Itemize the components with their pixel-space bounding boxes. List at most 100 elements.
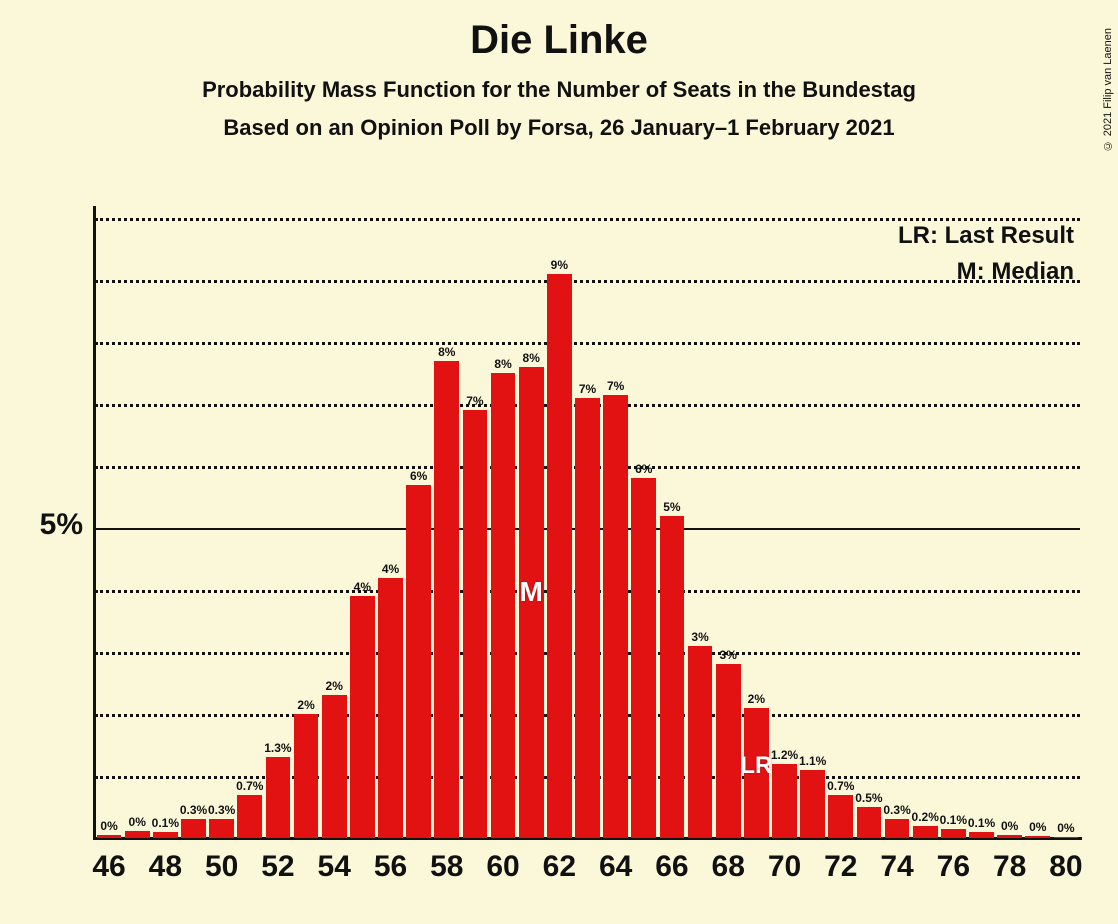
bar (1025, 836, 1050, 838)
x-tick-label: 46 (92, 850, 125, 884)
bar (378, 578, 403, 838)
bar-value-label: 0.1% (968, 816, 995, 830)
bar (294, 714, 319, 838)
x-tick-label: 66 (655, 850, 688, 884)
bar-value-label: 0% (1057, 821, 1074, 835)
bar (857, 807, 882, 838)
x-tick-label: 70 (768, 850, 801, 884)
bar (885, 819, 910, 838)
y-axis (93, 206, 96, 838)
bar-value-label: 0.3% (208, 803, 235, 817)
last-result-marker: LR (740, 752, 772, 780)
bar (997, 835, 1022, 838)
bar (322, 695, 347, 838)
median-marker: M (520, 576, 543, 608)
bar-value-label: 1.2% (771, 748, 798, 762)
subtitle-line-1: Probability Mass Function for the Number… (0, 77, 1118, 103)
x-tick-label: 80 (1049, 850, 1082, 884)
gridline (95, 218, 1080, 221)
x-tick-label: 50 (205, 850, 238, 884)
x-tick-label: 68 (712, 850, 745, 884)
bar-value-label: 0.3% (180, 803, 207, 817)
bar (153, 832, 178, 838)
copyright-label: © 2021 Filip van Laenen (1102, 28, 1114, 151)
x-tick-label: 64 (599, 850, 632, 884)
gridline (95, 280, 1080, 283)
bar (828, 795, 853, 838)
bar-value-label: 0% (1001, 819, 1018, 833)
x-tick-label: 74 (880, 850, 913, 884)
bar-value-label: 5% (663, 500, 680, 514)
bar-value-label: 6% (635, 462, 652, 476)
bar (800, 770, 825, 838)
x-tick-label: 76 (937, 850, 970, 884)
bar-value-label: 0% (129, 815, 146, 829)
bar (547, 274, 572, 838)
bar-value-label: 0.5% (855, 791, 882, 805)
bar (969, 832, 994, 838)
bar-value-label: 9% (551, 258, 568, 272)
bar (491, 373, 516, 838)
bar-value-label: 0.7% (236, 779, 263, 793)
legend-median: M: Median (957, 258, 1074, 286)
bar-value-label: 7% (607, 379, 624, 393)
bar (941, 829, 966, 838)
bar (660, 516, 685, 838)
bar (463, 410, 488, 838)
bar (772, 764, 797, 838)
bar-value-label: 7% (579, 382, 596, 396)
bar-value-label: 8% (438, 345, 455, 359)
bar-value-label: 0% (1029, 820, 1046, 834)
bar (603, 395, 628, 838)
bar (1054, 837, 1079, 838)
bar-value-label: 6% (410, 469, 427, 483)
x-tick-label: 78 (993, 850, 1026, 884)
bar (688, 646, 713, 838)
bar-value-label: 0.3% (883, 803, 910, 817)
bar-value-label: 4% (382, 562, 399, 576)
bar-value-label: 1.3% (264, 741, 291, 755)
bar (125, 831, 150, 838)
bar-value-label: 8% (494, 357, 511, 371)
bar (350, 596, 375, 838)
pmf-bar-chart: 5%0%0%0.1%0.3%0.3%0.7%1.3%2%2%4%4%6%8%7%… (95, 218, 1080, 838)
bar (716, 664, 741, 838)
bar-value-label: 2% (326, 679, 343, 693)
bar-value-label: 0.7% (827, 779, 854, 793)
x-tick-label: 60 (486, 850, 519, 884)
bar (209, 819, 234, 838)
bar (913, 826, 938, 838)
bar (575, 398, 600, 838)
bar (266, 757, 291, 838)
bar-value-label: 4% (354, 580, 371, 594)
bar-value-label: 0% (100, 819, 117, 833)
bar-value-label: 3% (691, 630, 708, 644)
bar-value-label: 3% (720, 648, 737, 662)
x-tick-label: 56 (374, 850, 407, 884)
x-tick-label: 72 (824, 850, 857, 884)
x-tick-label: 58 (430, 850, 463, 884)
bar (406, 485, 431, 838)
x-tick-label: 48 (149, 850, 182, 884)
bar (237, 795, 262, 838)
bar-value-label: 1.1% (799, 754, 826, 768)
bar (181, 819, 206, 838)
x-tick-label: 54 (318, 850, 351, 884)
bar-value-label: 2% (297, 698, 314, 712)
bar-value-label: 2% (748, 692, 765, 706)
legend-last-result: LR: Last Result (898, 222, 1074, 250)
y-tick-label: 5% (23, 508, 83, 542)
bar-value-label: 0.2% (912, 810, 939, 824)
bar (434, 361, 459, 838)
bar (631, 478, 656, 838)
subtitle-line-2: Based on an Opinion Poll by Forsa, 26 Ja… (0, 115, 1118, 141)
bar-value-label: 7% (466, 394, 483, 408)
bar-value-label: 0.1% (152, 816, 179, 830)
x-tick-label: 62 (543, 850, 576, 884)
bar-value-label: 8% (523, 351, 540, 365)
bar (97, 835, 122, 838)
chart-container: 5%0%0%0.1%0.3%0.3%0.7%1.3%2%2%4%4%6%8%7%… (95, 218, 1080, 838)
page-title: Die Linke (0, 18, 1118, 63)
gridline (95, 342, 1080, 345)
x-tick-label: 52 (261, 850, 294, 884)
